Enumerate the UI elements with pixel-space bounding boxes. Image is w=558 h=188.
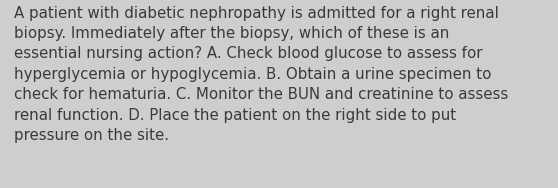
Text: A patient with diabetic nephropathy is admitted for a right renal
biopsy. Immedi: A patient with diabetic nephropathy is a…: [14, 6, 508, 143]
